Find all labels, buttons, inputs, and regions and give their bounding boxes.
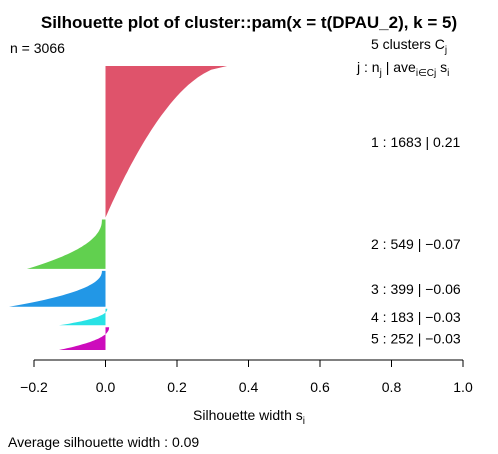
chart-title: Silhouette plot of cluster::pam(x = t(DP… — [41, 13, 457, 32]
x-axis-label: Silhouette width si — [193, 407, 305, 427]
x-tick-label: 0.4 — [239, 379, 259, 395]
x-axis: −0.2 0.0 0.2 0.4 0.6 0.8 1.0 — [20, 359, 473, 395]
cluster-5-label: 5 : 252 | −0.03 — [371, 331, 461, 347]
column-header: j : nj | avei∈Cj si — [356, 59, 449, 79]
cluster-4-label: 4 : 183 | −0.03 — [371, 309, 461, 325]
cluster-2-label: 2 : 549 | −0.07 — [371, 236, 461, 252]
clusters-label: 5 clusters Cj — [371, 36, 447, 56]
silhouette-bars — [9, 66, 228, 350]
cluster-1-silhouette — [105, 66, 228, 218]
cluster-3-silhouette — [9, 270, 106, 307]
cluster-3-label: 3 : 399 | −0.06 — [371, 281, 461, 297]
n-label: n = 3066 — [10, 40, 65, 56]
x-tick-label: 0.0 — [96, 379, 116, 395]
cluster-labels: 1 : 1683 | 0.21 2 : 549 | −0.07 3 : 399 | … — [371, 134, 461, 347]
x-tick-label: 0.8 — [382, 379, 402, 395]
x-tick-label: 0.6 — [310, 379, 330, 395]
x-tick-label: −0.2 — [20, 379, 48, 395]
average-silhouette-width: Average silhouette width : 0.09 — [8, 434, 199, 450]
x-tick-label: 1.0 — [453, 379, 473, 395]
cluster-2-silhouette — [26, 219, 106, 269]
cluster-5-silhouette — [59, 327, 110, 350]
x-tick-label: 0.2 — [167, 379, 187, 395]
cluster-4-silhouette — [59, 308, 108, 326]
cluster-1-label: 1 : 1683 | 0.21 — [371, 134, 460, 150]
